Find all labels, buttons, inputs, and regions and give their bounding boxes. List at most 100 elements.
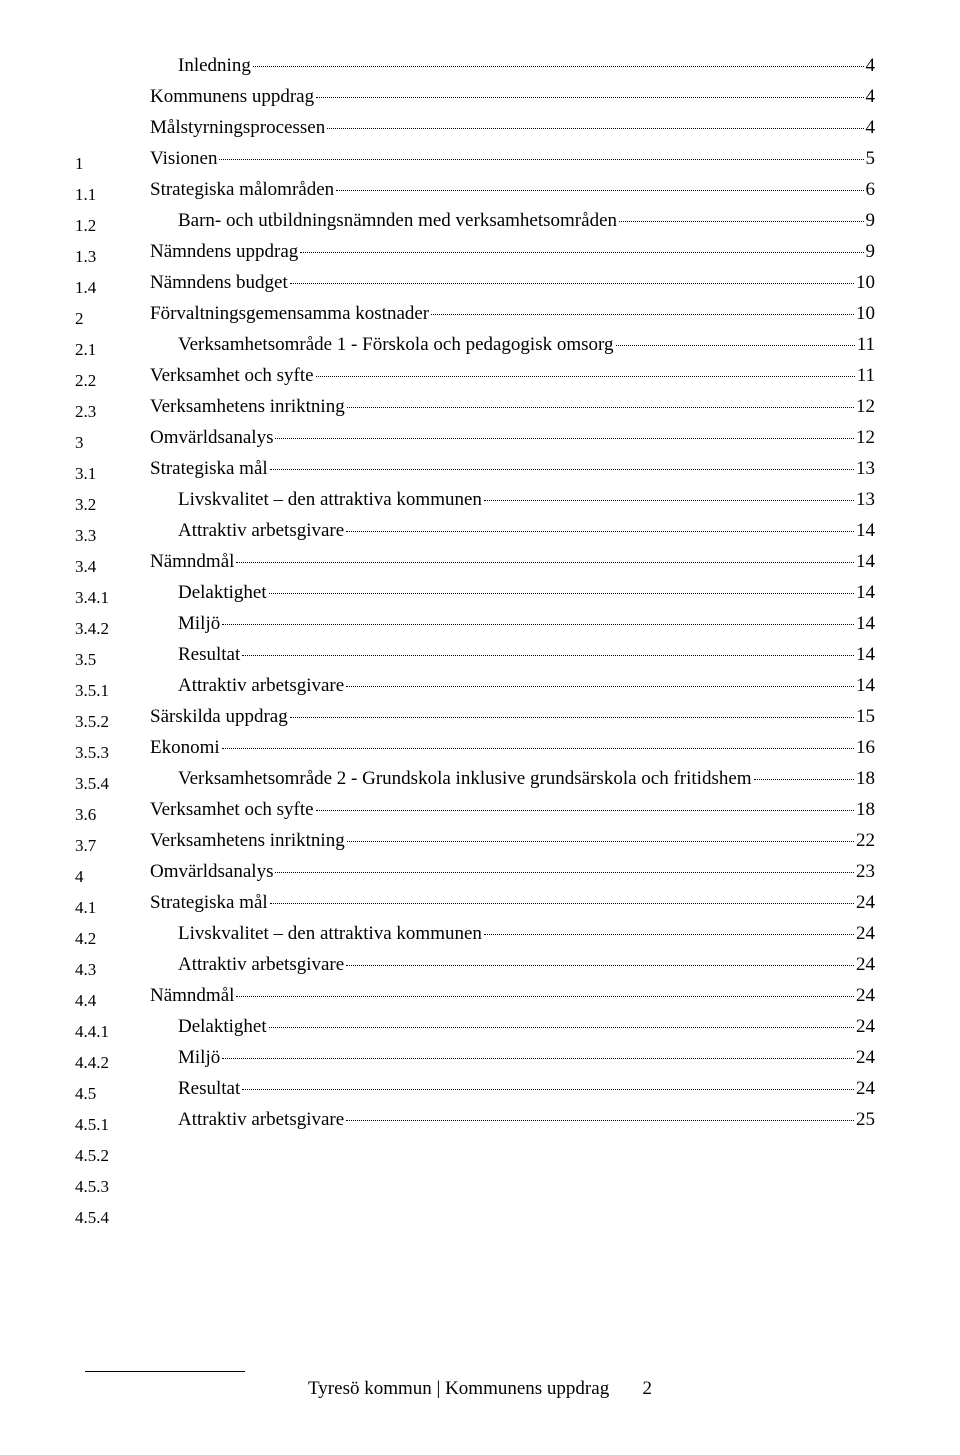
section-number: 2.2 bbox=[75, 365, 150, 396]
toc-leader-dots bbox=[222, 624, 854, 625]
toc-entry[interactable]: Miljö14 bbox=[150, 613, 875, 644]
toc-entry[interactable]: Miljö24 bbox=[150, 1047, 875, 1078]
section-number: 2 bbox=[75, 303, 150, 334]
toc-entry[interactable]: Livskvalitet – den attraktiva kommunen24 bbox=[150, 923, 875, 954]
toc-entry-label: Strategiska målområden bbox=[150, 179, 334, 201]
toc-entry-label: Attraktiv arbetsgivare bbox=[178, 1109, 344, 1131]
toc-entry[interactable]: Verksamhetens inriktning12 bbox=[150, 396, 875, 427]
section-number: 3.6 bbox=[75, 799, 150, 830]
toc-leader-dots bbox=[616, 345, 855, 346]
section-number: 4 bbox=[75, 861, 150, 892]
toc-entry-label: Verksamhet och syfte bbox=[150, 365, 314, 387]
toc-entry-page: 14 bbox=[856, 613, 875, 635]
toc-entry[interactable]: Kommunens uppdrag4 bbox=[150, 86, 875, 117]
toc-entry[interactable]: Verksamhetens inriktning 22 bbox=[150, 830, 875, 861]
section-number: 4.3 bbox=[75, 954, 150, 985]
toc-entry[interactable]: Verksamhetsområde 1 - Förskola och pedag… bbox=[150, 334, 875, 365]
toc-leader-dots bbox=[222, 748, 854, 749]
footer-text: Tyresö kommun | Kommunens uppdrag bbox=[308, 1378, 609, 1399]
toc-entry[interactable]: Resultat24 bbox=[150, 1078, 875, 1109]
toc-entry-label: Omvärldsanalys bbox=[150, 427, 273, 449]
toc-entry-page: 10 bbox=[856, 303, 875, 325]
toc-leader-dots bbox=[316, 810, 854, 811]
toc-entry[interactable]: Målstyrningsprocessen4 bbox=[150, 117, 875, 148]
toc-leader-dots bbox=[290, 283, 854, 284]
toc-entry[interactable]: Ekonomi16 bbox=[150, 737, 875, 768]
toc-leader-dots bbox=[290, 717, 854, 718]
toc-entry-label: Attraktiv arbetsgivare bbox=[178, 520, 344, 542]
toc-entry-label: Nämndens budget bbox=[150, 272, 288, 294]
toc-entry-label: Strategiska mål bbox=[150, 458, 268, 480]
section-number: 2.3 bbox=[75, 396, 150, 427]
toc-entry[interactable]: Attraktiv arbetsgivare 25 bbox=[150, 1109, 875, 1140]
section-number: 3.7 bbox=[75, 830, 150, 861]
toc-entry-page: 24 bbox=[856, 923, 875, 945]
toc-entry-page: 9 bbox=[866, 210, 876, 232]
toc-entry[interactable]: Attraktiv arbetsgivare 14 bbox=[150, 520, 875, 551]
toc-entry-label: Verksamhetens inriktning bbox=[150, 830, 345, 852]
toc-entry-label: Omvärldsanalys bbox=[150, 861, 273, 883]
toc-leader-dots bbox=[236, 562, 854, 563]
section-number: 4.4.2 bbox=[75, 1047, 150, 1078]
toc-entry[interactable]: Verksamhetsområde 2 - Grundskola inklusi… bbox=[150, 768, 875, 799]
section-number: 4.5.1 bbox=[75, 1109, 150, 1140]
toc-entry[interactable]: Nämndens uppdrag9 bbox=[150, 241, 875, 272]
toc-entry-page: 14 bbox=[856, 582, 875, 604]
toc-entry[interactable]: Attraktiv arbetsgivare14 bbox=[150, 675, 875, 706]
toc-entry[interactable]: Verksamhet och syfte11 bbox=[150, 365, 875, 396]
toc-entry-page: 25 bbox=[856, 1109, 875, 1131]
toc-entry-page: 23 bbox=[856, 861, 875, 883]
section-number: 3 bbox=[75, 427, 150, 458]
section-number: 1 bbox=[75, 148, 150, 179]
toc-entry-label: Inledning bbox=[178, 55, 251, 77]
toc-entry[interactable]: Särskilda uppdrag15 bbox=[150, 706, 875, 737]
toc-entry[interactable]: Delaktighet14 bbox=[150, 582, 875, 613]
toc-leader-dots bbox=[619, 221, 863, 222]
section-number: 4.2 bbox=[75, 923, 150, 954]
toc-entry-label: Verksamhet och syfte bbox=[150, 799, 314, 821]
toc-leader-dots bbox=[269, 1027, 854, 1028]
toc-entry[interactable]: Omvärldsanalys 23 bbox=[150, 861, 875, 892]
toc-leader-dots bbox=[484, 934, 854, 935]
toc-entry-label: Barn- och utbildningsnämnden med verksam… bbox=[178, 210, 617, 232]
section-number: 1.3 bbox=[75, 241, 150, 272]
toc-entry-page: 12 bbox=[856, 427, 875, 449]
toc-entry[interactable]: Inledning4 bbox=[150, 55, 875, 86]
toc-entry-page: 15 bbox=[856, 706, 875, 728]
toc-entry[interactable]: Delaktighet24 bbox=[150, 1016, 875, 1047]
toc-leader-dots bbox=[346, 686, 854, 687]
toc-leader-dots bbox=[336, 190, 863, 191]
toc-entry-label: Målstyrningsprocessen bbox=[150, 117, 325, 139]
toc-leader-dots bbox=[275, 438, 854, 439]
toc-entry[interactable]: Strategiska målområden6 bbox=[150, 179, 875, 210]
toc-leader-dots bbox=[327, 128, 863, 129]
footer-rule bbox=[85, 1371, 245, 1372]
toc-entry[interactable]: Nämndens budget10 bbox=[150, 272, 875, 303]
toc-entry[interactable]: Visionen5 bbox=[150, 148, 875, 179]
toc-entry[interactable]: Attraktiv arbetsgivare24 bbox=[150, 954, 875, 985]
toc-entry[interactable]: Strategiska mål13 bbox=[150, 458, 875, 489]
toc-entry[interactable]: Strategiska mål24 bbox=[150, 892, 875, 923]
toc-entry-label: Nämndmål bbox=[150, 551, 234, 573]
toc-entry-page: 14 bbox=[856, 520, 875, 542]
toc-entries-column: Inledning4Kommunens uppdrag4Målstyrnings… bbox=[150, 55, 875, 1140]
toc-entry[interactable]: Nämndmål24 bbox=[150, 985, 875, 1016]
toc-entry[interactable]: Verksamhet och syfte18 bbox=[150, 799, 875, 830]
toc-entry-page: 11 bbox=[857, 334, 875, 356]
toc-entry[interactable]: Livskvalitet – den attraktiva kommunen13 bbox=[150, 489, 875, 520]
toc-leader-dots bbox=[484, 500, 854, 501]
section-number: 3.2 bbox=[75, 489, 150, 520]
toc-container: 11.11.21.31.422.12.22.333.13.23.33.43.4.… bbox=[75, 55, 875, 1233]
toc-entry[interactable]: Barn- och utbildningsnämnden med verksam… bbox=[150, 210, 875, 241]
toc-entry[interactable]: Förvaltningsgemensamma kostnader10 bbox=[150, 303, 875, 334]
toc-leader-dots bbox=[316, 376, 855, 377]
toc-leader-dots bbox=[269, 593, 854, 594]
toc-entry-page: 13 bbox=[856, 489, 875, 511]
toc-entry[interactable]: Resultat14 bbox=[150, 644, 875, 675]
toc-entry-page: 14 bbox=[856, 675, 875, 697]
toc-entry-page: 24 bbox=[856, 1016, 875, 1038]
toc-entry[interactable]: Nämndmål14 bbox=[150, 551, 875, 582]
toc-entry-page: 22 bbox=[856, 830, 875, 852]
toc-entry[interactable]: Omvärldsanalys 12 bbox=[150, 427, 875, 458]
section-number: 3.1 bbox=[75, 458, 150, 489]
